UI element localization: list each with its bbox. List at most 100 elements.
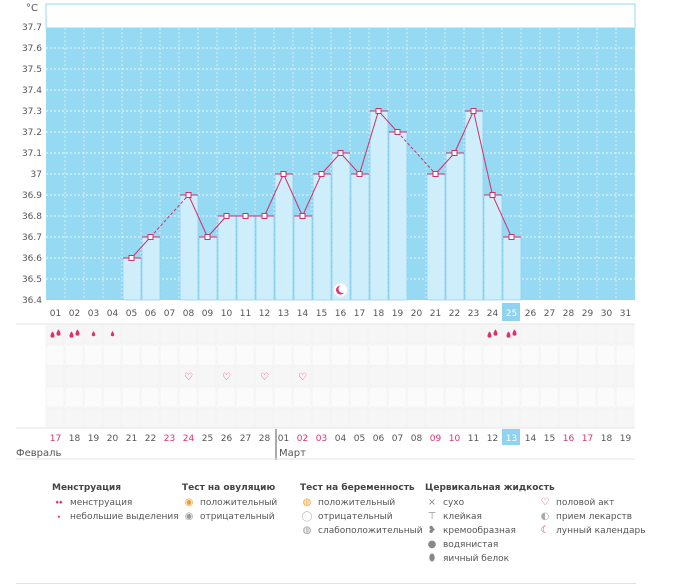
temperature-point xyxy=(223,213,230,219)
grid-cell xyxy=(444,365,464,387)
date-label: 01 xyxy=(278,434,289,444)
temperature-link xyxy=(378,110,398,133)
grid-cell xyxy=(197,365,217,387)
day-label: 17 xyxy=(354,309,365,319)
grid-cell xyxy=(178,386,198,408)
grid-cell xyxy=(444,386,464,408)
date-label: 17 xyxy=(582,434,593,444)
grid-cell xyxy=(311,365,331,387)
temperature-point xyxy=(451,150,458,156)
heart-icon: ♡ xyxy=(184,372,193,383)
grid-cell xyxy=(83,407,103,429)
unit-label: °C xyxy=(26,3,38,14)
grid-cell xyxy=(273,365,293,387)
moon-icon: ☾ xyxy=(540,525,550,536)
date-label: 22 xyxy=(145,434,156,444)
today-date-highlight xyxy=(502,429,520,445)
grid-cell xyxy=(482,365,502,387)
grid-cell xyxy=(83,386,103,408)
grid-cell xyxy=(159,344,179,366)
legend-item: ☾ лунный календарь xyxy=(538,524,646,538)
temperature-point xyxy=(242,213,249,219)
pregnancy-weak-icon: ◍ xyxy=(302,525,312,536)
date-label: 21 xyxy=(126,434,137,444)
grid-cell xyxy=(349,323,369,345)
grid-cell xyxy=(539,344,559,366)
grid-cell xyxy=(501,386,521,408)
grid-cell xyxy=(159,365,179,387)
grid-cell xyxy=(463,323,483,345)
grid-cell xyxy=(235,323,255,345)
grid-cell xyxy=(501,407,521,429)
grid-cell xyxy=(558,323,578,345)
grid-cell xyxy=(615,344,635,366)
legend: Менструация ⬩⬩ менструация ⬩ небольшие выд… xyxy=(0,482,675,582)
grid-cell xyxy=(330,407,350,429)
grid-cell xyxy=(330,365,350,387)
day-label: 11 xyxy=(240,309,251,319)
grid-cell xyxy=(520,344,540,366)
grid-cell xyxy=(235,344,255,366)
grid-cell xyxy=(368,323,388,345)
temperature-bar xyxy=(312,173,332,301)
grid-cell xyxy=(406,344,426,366)
legend-item: × сухо xyxy=(425,496,555,510)
date-label: 20 xyxy=(107,434,119,444)
grid-cell xyxy=(311,386,331,408)
grid-cell xyxy=(64,386,84,408)
grid-cell xyxy=(64,344,84,366)
date-labels: 17 18 19 20 21 22 23 24 25 26 27 28 01 02 03 04 05 06 07 08… xyxy=(16,429,635,460)
temperature-link xyxy=(321,152,341,175)
ovulation-positive-icon: ◉ xyxy=(184,497,194,508)
date-label: 06 xyxy=(373,434,385,444)
grid-cell xyxy=(121,386,141,408)
grid-cell xyxy=(577,323,597,345)
legend-label: положительный xyxy=(318,498,396,508)
temperature-point xyxy=(299,213,306,219)
legend-label: яичный белок xyxy=(443,554,510,564)
grid-cell xyxy=(273,386,293,408)
creamy-icon: ❥ xyxy=(427,525,437,536)
grid-cell xyxy=(83,344,103,366)
y-tick-label: 37.1 xyxy=(22,149,42,159)
y-tick-label: 37.3 xyxy=(22,107,42,117)
grid-cell xyxy=(558,386,578,408)
grid-cell xyxy=(368,344,388,366)
temperature-link xyxy=(435,152,455,175)
grid-cell xyxy=(368,407,388,429)
watery-icon: ● xyxy=(427,539,437,550)
date-label: 10 xyxy=(449,434,461,444)
grid-cell xyxy=(520,407,540,429)
temperature-link xyxy=(188,194,208,238)
date-label: 16 xyxy=(563,434,575,444)
symptom-grid xyxy=(16,323,635,429)
grid-cell xyxy=(235,365,255,387)
day-label: 23 xyxy=(468,309,479,319)
menstruation-drop xyxy=(512,329,517,336)
ovulation-negative-icon: ◉ xyxy=(184,511,194,522)
temperature-bar xyxy=(293,215,313,301)
grid-cell xyxy=(463,407,483,429)
grid-cell xyxy=(235,407,255,429)
legend-label: небольшие выделения xyxy=(70,512,179,522)
legend-item: ⬩⬩ менструация xyxy=(52,496,179,510)
grid-cell xyxy=(368,365,388,387)
grid-cell xyxy=(520,365,540,387)
grid-cell xyxy=(406,365,426,387)
day-label: 01 xyxy=(50,309,61,319)
heart-icon: ♡ xyxy=(540,497,550,508)
day-label: 27 xyxy=(544,309,555,319)
pregnancy-positive-icon: ◍ xyxy=(302,497,312,508)
temperature-points xyxy=(123,108,521,261)
grid-cell xyxy=(216,407,236,429)
grid-cell xyxy=(197,407,217,429)
date-label: 11 xyxy=(468,434,479,444)
temperature-bar xyxy=(502,236,522,301)
bar-series xyxy=(122,110,522,301)
legend-title: Цервикальная жидкость xyxy=(425,483,555,493)
grid-cell xyxy=(425,365,445,387)
grid-cell xyxy=(64,323,84,345)
grid-cell xyxy=(121,323,141,345)
y-tick-label: 37.2 xyxy=(22,128,42,138)
grid-cell xyxy=(197,344,217,366)
